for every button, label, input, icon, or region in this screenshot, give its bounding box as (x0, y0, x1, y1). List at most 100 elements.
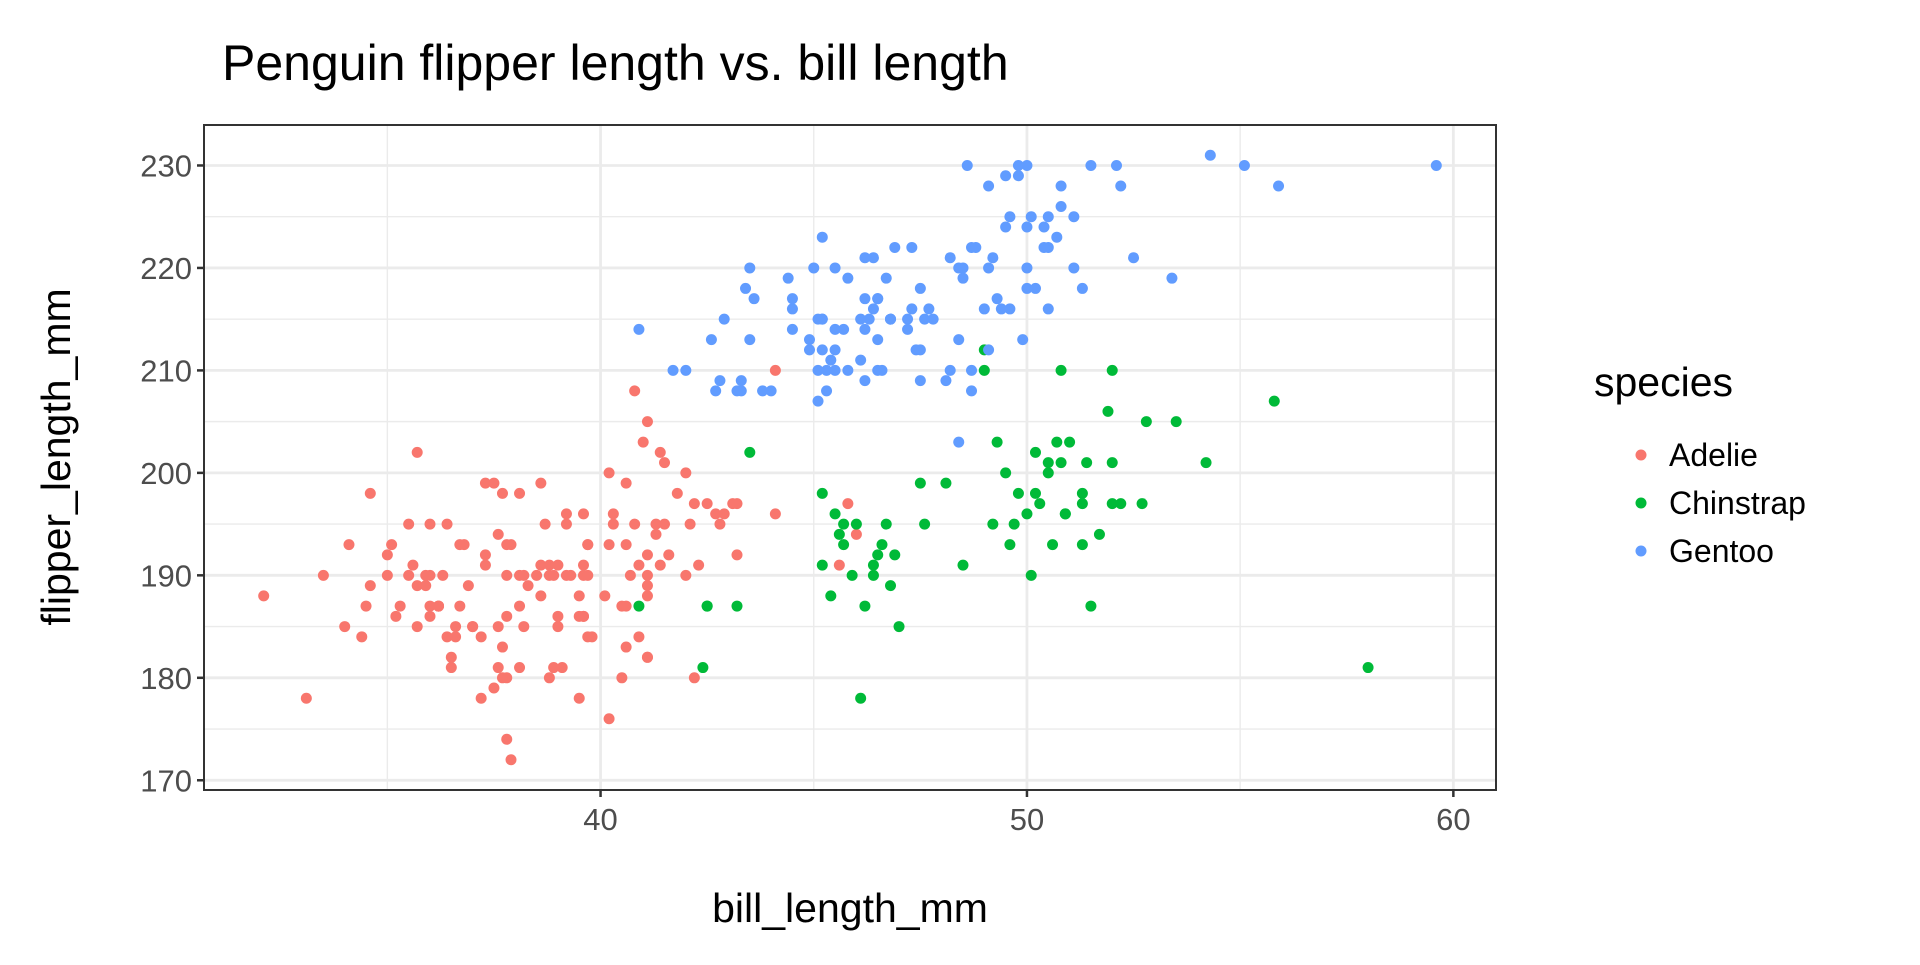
point-gentoo (1051, 231, 1063, 243)
point-adelie (577, 508, 589, 520)
point-chinstrap (838, 539, 850, 551)
point-adelie (467, 621, 479, 633)
point-chinstrap (1021, 508, 1033, 520)
point-chinstrap (1042, 457, 1054, 469)
point-gentoo (885, 313, 897, 325)
point-chinstrap (1106, 364, 1118, 376)
point-gentoo (1068, 262, 1080, 274)
point-adelie (573, 692, 585, 704)
point-gentoo (748, 293, 760, 305)
point-adelie (693, 559, 705, 571)
point-adelie (420, 580, 432, 592)
point-adelie (424, 518, 436, 530)
point-gentoo (867, 303, 879, 315)
point-adelie (654, 559, 666, 571)
point-chinstrap (1042, 467, 1054, 479)
point-adelie (339, 621, 351, 633)
point-adelie (300, 692, 312, 704)
point-gentoo (1038, 221, 1050, 233)
point-chinstrap (833, 528, 845, 540)
point-adelie (641, 549, 653, 561)
point-adelie (629, 518, 641, 530)
point-adelie (607, 518, 619, 530)
point-adelie (492, 528, 504, 540)
point-adelie (659, 518, 671, 530)
point-gentoo (1021, 262, 1033, 274)
point-adelie (394, 600, 406, 612)
point-adelie (680, 569, 692, 581)
point-adelie (420, 569, 432, 581)
point-adelie (582, 569, 594, 581)
point-adelie (535, 477, 547, 489)
point-adelie (364, 580, 376, 592)
point-adelie (680, 467, 692, 479)
point-gentoo (1166, 272, 1178, 284)
legend-label-gentoo: Gentoo (1669, 533, 1774, 569)
point-chinstrap (1029, 446, 1041, 458)
point-adelie (343, 539, 355, 551)
point-chinstrap (880, 518, 892, 530)
point-gentoo (1021, 159, 1033, 171)
point-gentoo (880, 272, 892, 284)
axes: 40 50 60 170 180 190 200 210 220 230 (140, 148, 1470, 837)
point-adelie (535, 590, 547, 602)
point-gentoo (829, 323, 841, 335)
point-adelie (450, 631, 462, 643)
point-adelie (539, 518, 551, 530)
point-adelie (496, 641, 508, 653)
point-gentoo (906, 241, 918, 253)
point-gentoo (914, 282, 926, 294)
point-chinstrap (885, 580, 897, 592)
point-chinstrap (1115, 498, 1127, 510)
point-adelie (650, 528, 662, 540)
point-gentoo (902, 323, 914, 335)
y-tick-label: 190 (140, 558, 192, 593)
point-gentoo (940, 375, 952, 387)
point-chinstrap (957, 559, 969, 571)
point-adelie (769, 364, 781, 376)
point-adelie (403, 518, 415, 530)
point-gentoo (872, 293, 884, 305)
point-chinstrap (850, 518, 862, 530)
point-adelie (501, 569, 513, 581)
point-gentoo (816, 344, 828, 356)
point-gentoo (1204, 149, 1216, 161)
point-adelie (671, 487, 683, 499)
panel-border (203, 124, 1497, 791)
point-gentoo (1004, 211, 1016, 223)
point-adelie (637, 436, 649, 448)
point-adelie (479, 559, 491, 571)
point-gentoo (821, 364, 833, 376)
legend-label-adelie: Adelie (1669, 437, 1758, 473)
y-tick-label: 200 (140, 456, 192, 491)
point-adelie (543, 672, 555, 684)
point-gentoo (1238, 159, 1250, 171)
point-gentoo (966, 364, 978, 376)
point-gentoo (786, 293, 798, 305)
point-gentoo (914, 375, 926, 387)
point-chinstrap (1106, 457, 1118, 469)
legend-title: species (1594, 359, 1733, 405)
point-chinstrap (697, 662, 709, 674)
point-gentoo (953, 334, 965, 346)
point-gentoo (816, 313, 828, 325)
point-adelie (445, 651, 457, 663)
point-gentoo (633, 323, 645, 335)
point-gentoo (1042, 303, 1054, 315)
point-gentoo (744, 262, 756, 274)
point-gentoo (1055, 200, 1067, 212)
point-adelie (688, 672, 700, 684)
point-chinstrap (1140, 416, 1152, 428)
point-adelie (386, 539, 398, 551)
point-adelie (629, 385, 641, 397)
point-gentoo (961, 159, 973, 171)
point-adelie (577, 610, 589, 622)
x-tick-label: 50 (1010, 802, 1044, 837)
x-axis-title: bill_length_mm (712, 885, 988, 931)
point-chinstrap (744, 446, 756, 458)
point-adelie (603, 539, 615, 551)
point-adelie (522, 580, 534, 592)
y-tick-label: 170 (140, 763, 192, 798)
point-adelie (360, 600, 372, 612)
